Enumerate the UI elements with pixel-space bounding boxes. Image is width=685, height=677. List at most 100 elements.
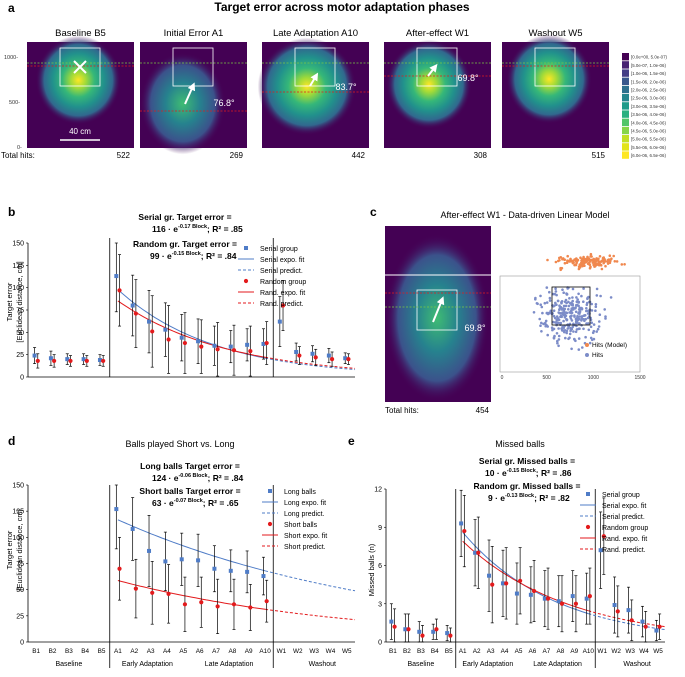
x-tick-label: W1 [277,648,287,655]
hit-point [555,315,559,318]
heatmap-3: Late Adaptation A10 83.7° 442 [257,28,369,160]
hit-point [577,337,581,340]
hit-model-point [557,259,560,263]
data-point-circle [615,609,620,614]
hit-point [578,327,581,331]
legend-label: Random group [260,279,306,286]
data-point-circle [573,601,579,606]
colorbar-swatch [622,102,629,110]
heatmap-title: Washout W5 [528,28,582,39]
hit-point [544,323,548,327]
data-point-circle [231,602,237,607]
data-point-square [179,557,184,562]
chart-b: 0 25 50 75 100 125 150 [12,238,356,382]
hit-model-point [562,257,565,261]
hit-point [571,303,575,307]
hit-point [575,328,579,331]
data-point-circle [406,627,411,632]
y-tick-label: 100 [12,535,24,542]
hit-point [539,303,542,307]
hit-point [555,293,558,297]
legend-label: Short expo. fit [284,533,327,540]
expo-fit-line [117,519,266,572]
legend-label: Rand. predict. [260,301,304,308]
eq-short-line2: 63 · e-0.07 Block; R² = .65 [152,498,239,508]
hit-point [559,315,562,319]
hit-point [548,290,551,294]
hit-point [552,327,556,331]
panel-c-title: After-effect W1 - Data-driven Linear Mod… [441,210,610,220]
hit-point [604,315,607,318]
x-tick-label: B1 [32,648,40,655]
hit-model-point [604,259,607,262]
target-box [294,47,336,87]
hit-point [586,296,589,300]
data-point-circle [199,344,204,349]
legend-circle [585,524,591,530]
hit-model-point [586,255,589,259]
data-point-square [500,581,505,586]
y-tick-label: 25 [16,352,24,359]
y-tick-0: 0- [17,145,22,151]
data-point-square [459,521,464,526]
data-point-circle [329,357,335,362]
hit-point [566,286,569,289]
hit-model-point [589,252,593,256]
data-point-circle [248,348,253,354]
hit-point [548,296,552,300]
hit-point [570,307,573,310]
data-point-circle [559,601,565,606]
hit-point [580,307,584,311]
x-tick-label: W4 [639,648,649,655]
data-point-circle [545,596,551,601]
panel-e-equations: Serial gr. Missed balls = 10 · e-0.15 Bl… [474,456,581,503]
phase-label: Washout [623,661,650,668]
colorbar-swatch [622,69,629,77]
colorbar-label: [2.5e-06, 3.0e-06) [631,96,666,101]
data-point-circle [462,528,467,534]
cross-stroke [73,60,87,74]
x-tick-label: 500 [542,375,551,381]
legend-label: Random group [602,525,648,532]
x-tick-label: B2 [403,648,411,655]
data-point-circle [476,550,481,555]
hit-point [595,287,599,291]
x-tick-label: A5 [179,648,187,655]
hit-point [535,302,539,305]
y-tick-label: 0 [20,640,24,647]
hit-model-point [589,255,592,258]
heatmap-title: After-effect W1 [406,28,469,39]
expo-fit-line [462,531,589,615]
data-point-circle [280,303,286,308]
target-box [59,47,101,87]
x-tick-label: W2 [611,648,621,655]
heatmap-title: Baseline B5 [55,28,106,39]
hit-point [576,316,579,320]
x-tick-label: A1 [114,648,122,655]
data-point-square [556,599,561,604]
hit-point [581,346,584,349]
hit-point [555,319,559,322]
hit-point [560,329,564,332]
data-point-circle [346,357,351,362]
hit-point [539,324,542,328]
hit-point [595,330,598,333]
panel-e-title: Missed balls [495,439,545,449]
hit-point [604,317,607,320]
data-point-circle [643,624,648,629]
data-point-square [212,343,217,348]
hit-point [597,325,601,328]
data-point-circle [518,578,523,583]
x-tick-label: B4 [81,648,89,655]
hit-point [563,315,567,319]
y-tick-label: 0 [20,375,24,382]
panel-c-label: c [370,205,377,219]
hit-point [558,306,562,310]
heatmap-title: Initial Error A1 [164,28,224,39]
legend-square [244,246,248,250]
data-point-square [228,568,233,573]
x-tick-label: B3 [65,648,73,655]
legend-circle [267,521,273,527]
y-tick-label: 25 [16,613,24,620]
x-tick-label: A9 [570,648,578,655]
